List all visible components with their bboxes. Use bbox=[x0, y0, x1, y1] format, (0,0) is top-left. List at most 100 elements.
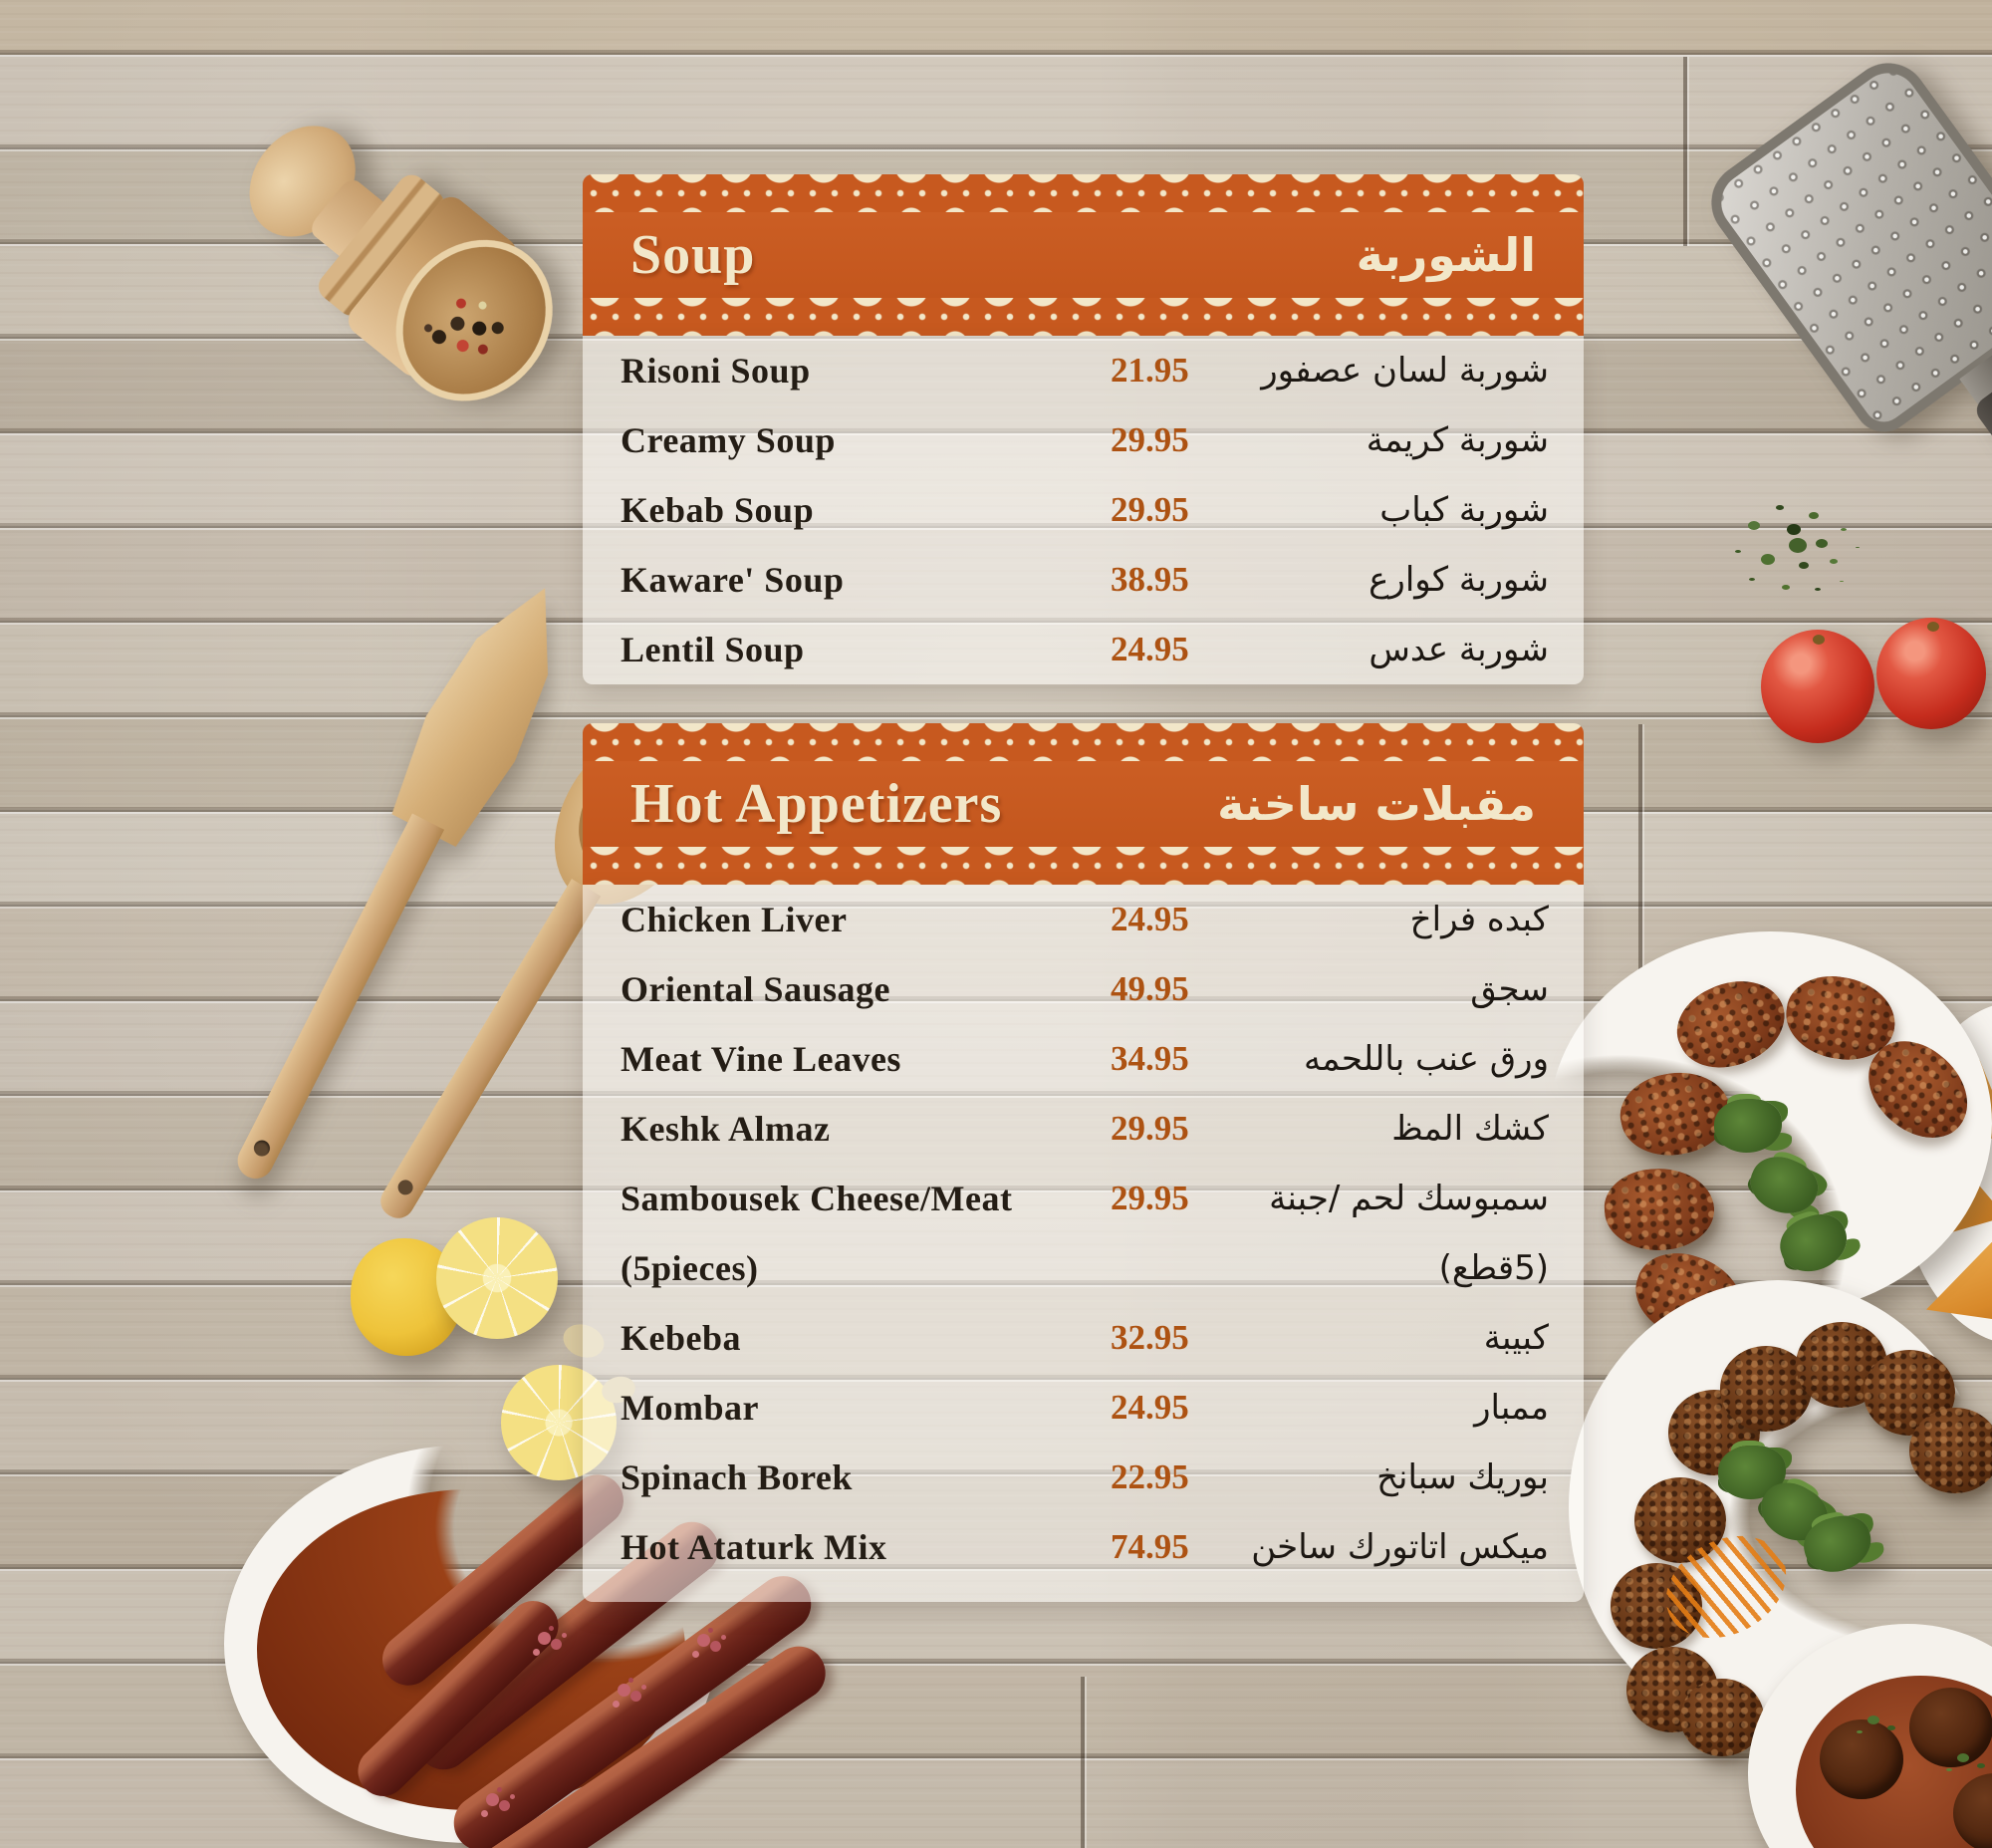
photo-kofta-plate bbox=[1569, 1280, 1992, 1756]
item-price: 49.95 bbox=[1111, 969, 1189, 1008]
photo-kibbeh-plate bbox=[1549, 931, 1992, 1353]
menu-section-hot-appetizers: Hot Appetizers مقبلات ساخنة Chicken Live… bbox=[583, 723, 1584, 1602]
photo-tomato bbox=[1876, 618, 1986, 729]
section-title-ar: مقبلات ساخنة bbox=[1217, 777, 1536, 831]
item-name-en: Creamy Soup bbox=[621, 420, 836, 460]
menu-section-soup: Soup الشوربة Risoni Soup 21.95 شوربة لسا… bbox=[583, 174, 1584, 684]
item-name-ar: شوربة كريمة bbox=[1366, 420, 1549, 460]
item-price: 34.95 bbox=[1111, 1039, 1189, 1078]
item-name-en: Chicken Liver bbox=[621, 900, 848, 939]
item-name-ar: شوربة لسان عصفور bbox=[1261, 351, 1549, 391]
menu-row: Hot Ataturk Mix 74.95 ميكس اتاتورك ساخن bbox=[583, 1512, 1584, 1582]
item-name-ar: ورق عنب باللحمه bbox=[1303, 1039, 1549, 1079]
item-price: 74.95 bbox=[1111, 1527, 1189, 1566]
item-name-ar: كبيبة bbox=[1483, 1318, 1549, 1358]
herb-leaves bbox=[1789, 538, 1807, 553]
item-price: 29.95 bbox=[1111, 1109, 1189, 1148]
item-price: 24.95 bbox=[1111, 1388, 1189, 1427]
herb-garnish bbox=[1868, 1716, 1879, 1724]
item-name-en: Mombar bbox=[621, 1388, 759, 1428]
item-name-ar: كشك المظ bbox=[1391, 1109, 1549, 1149]
menu-row: Oriental Sausage 49.95 سجق bbox=[583, 954, 1584, 1024]
section-title-en: Hot Appetizers bbox=[630, 773, 1003, 835]
item-price: 29.95 bbox=[1111, 420, 1189, 459]
menu-row: Risoni Soup 21.95 شوربة لسان عصفور bbox=[583, 336, 1584, 405]
item-name-ar: شوربة عدس bbox=[1369, 630, 1549, 669]
item-price: 22.95 bbox=[1111, 1457, 1189, 1496]
menu-row: Kebeba 32.95 كبيبة bbox=[583, 1303, 1584, 1373]
menu-row-continuation: (5pieces) (5قطع) bbox=[583, 1233, 1584, 1303]
item-name-ar: ممبار bbox=[1474, 1388, 1549, 1428]
pink-peppercorns bbox=[538, 1632, 551, 1645]
tomato-stem bbox=[1813, 634, 1826, 645]
parsley-garnish bbox=[1773, 1206, 1855, 1280]
plank-joint bbox=[1638, 724, 1642, 1008]
item-name-ar: ميكس اتاتورك ساخن bbox=[1251, 1527, 1549, 1567]
parsley-garnish bbox=[1714, 1099, 1782, 1153]
menu-row: Meat Vine Leaves 34.95 ورق عنب باللحمه bbox=[583, 1024, 1584, 1094]
menu-row: Chicken Liver 24.95 كبده فراخ bbox=[583, 885, 1584, 954]
photo-herb-pile bbox=[1705, 456, 1884, 632]
parsley-garnish bbox=[1741, 1147, 1827, 1224]
item-name-ar: بوريك سبانخ bbox=[1376, 1457, 1549, 1497]
item-name-en: Hot Ataturk Mix bbox=[621, 1527, 887, 1567]
item-price: 38.95 bbox=[1111, 560, 1189, 599]
section-header-soup: Soup الشوربة bbox=[583, 212, 1584, 298]
plank-joint bbox=[1683, 57, 1687, 246]
item-name-en: Spinach Borek bbox=[621, 1457, 853, 1497]
meat-in-sauce bbox=[1909, 1688, 1992, 1767]
photo-lemon-slice bbox=[436, 1217, 558, 1339]
item-name-ar: شوربة كوارع bbox=[1369, 560, 1549, 600]
menu-row: Kaware' Soup 38.95 شوربة كوارع bbox=[583, 545, 1584, 615]
item-price: 24.95 bbox=[1111, 630, 1189, 668]
herb-garnish bbox=[1957, 1753, 1969, 1762]
item-name-en: Oriental Sausage bbox=[621, 969, 891, 1009]
item-name-en: (5pieces) bbox=[621, 1248, 759, 1288]
item-price: 32.95 bbox=[1111, 1318, 1189, 1357]
item-name-en: Kebeba bbox=[621, 1318, 742, 1358]
pink-peppercorns bbox=[618, 1684, 630, 1697]
section-header-hot-appetizers: Hot Appetizers مقبلات ساخنة bbox=[583, 761, 1584, 847]
section-title-en: Soup bbox=[630, 224, 756, 286]
lace-border-icon bbox=[583, 174, 1584, 212]
meatball bbox=[1909, 1408, 1992, 1493]
item-price: 29.95 bbox=[1111, 490, 1189, 529]
kibbeh bbox=[1663, 963, 1799, 1085]
pink-peppercorns bbox=[697, 1634, 710, 1647]
menu-row: Spinach Borek 22.95 بوريك سبانخ bbox=[583, 1443, 1584, 1512]
menu-row: Kebab Soup 29.95 شوربة كباب bbox=[583, 475, 1584, 545]
item-name-en: Risoni Soup bbox=[621, 351, 811, 391]
item-name-en: Sambousek Cheese/Meat bbox=[621, 1179, 1013, 1218]
item-name-ar: (5قطع) bbox=[1438, 1248, 1549, 1288]
lace-border-icon bbox=[583, 847, 1584, 885]
item-price: 21.95 bbox=[1111, 351, 1189, 390]
item-price: 24.95 bbox=[1111, 900, 1189, 938]
section-title-ar: الشوربة bbox=[1356, 228, 1536, 282]
item-name-en: Lentil Soup bbox=[621, 630, 805, 669]
item-name-en: Meat Vine Leaves bbox=[621, 1039, 901, 1079]
item-name-en: Keshk Almaz bbox=[621, 1109, 831, 1149]
item-price: 29.95 bbox=[1111, 1179, 1189, 1217]
item-name-en: Kaware' Soup bbox=[621, 560, 845, 600]
item-name-ar: شوربة كباب bbox=[1379, 490, 1549, 530]
item-name-ar: كبده فراخ bbox=[1409, 900, 1549, 939]
item-name-ar: سجق bbox=[1470, 969, 1549, 1009]
menu-row: Keshk Almaz 29.95 كشك المظ bbox=[583, 1094, 1584, 1164]
menu-row: Sambousek Cheese/Meat 29.95 سمبوسك لحم /… bbox=[583, 1164, 1584, 1233]
tomato-stem bbox=[1926, 622, 1939, 633]
hot-appetizer-items: Chicken Liver 24.95 كبده فراخ Oriental S… bbox=[583, 885, 1584, 1602]
lace-border-icon bbox=[583, 298, 1584, 336]
pink-peppercorns bbox=[486, 1793, 499, 1806]
lace-border-icon bbox=[583, 723, 1584, 761]
meat-in-sauce bbox=[1820, 1719, 1903, 1799]
soup-items: Risoni Soup 21.95 شوربة لسان عصفور Cream… bbox=[583, 336, 1584, 684]
photo-tomato bbox=[1761, 630, 1874, 743]
kibbeh bbox=[1602, 1165, 1717, 1254]
plank-joint bbox=[1081, 1677, 1085, 1848]
menu-row: Lentil Soup 24.95 شوربة عدس bbox=[583, 615, 1584, 684]
item-name-ar: سمبوسك لحم /جبنة bbox=[1269, 1179, 1549, 1218]
item-name-en: Kebab Soup bbox=[621, 490, 815, 530]
menu-row: Creamy Soup 29.95 شوربة كريمة bbox=[583, 405, 1584, 475]
meatball bbox=[1680, 1679, 1764, 1756]
menu-row: Mombar 24.95 ممبار bbox=[583, 1373, 1584, 1443]
